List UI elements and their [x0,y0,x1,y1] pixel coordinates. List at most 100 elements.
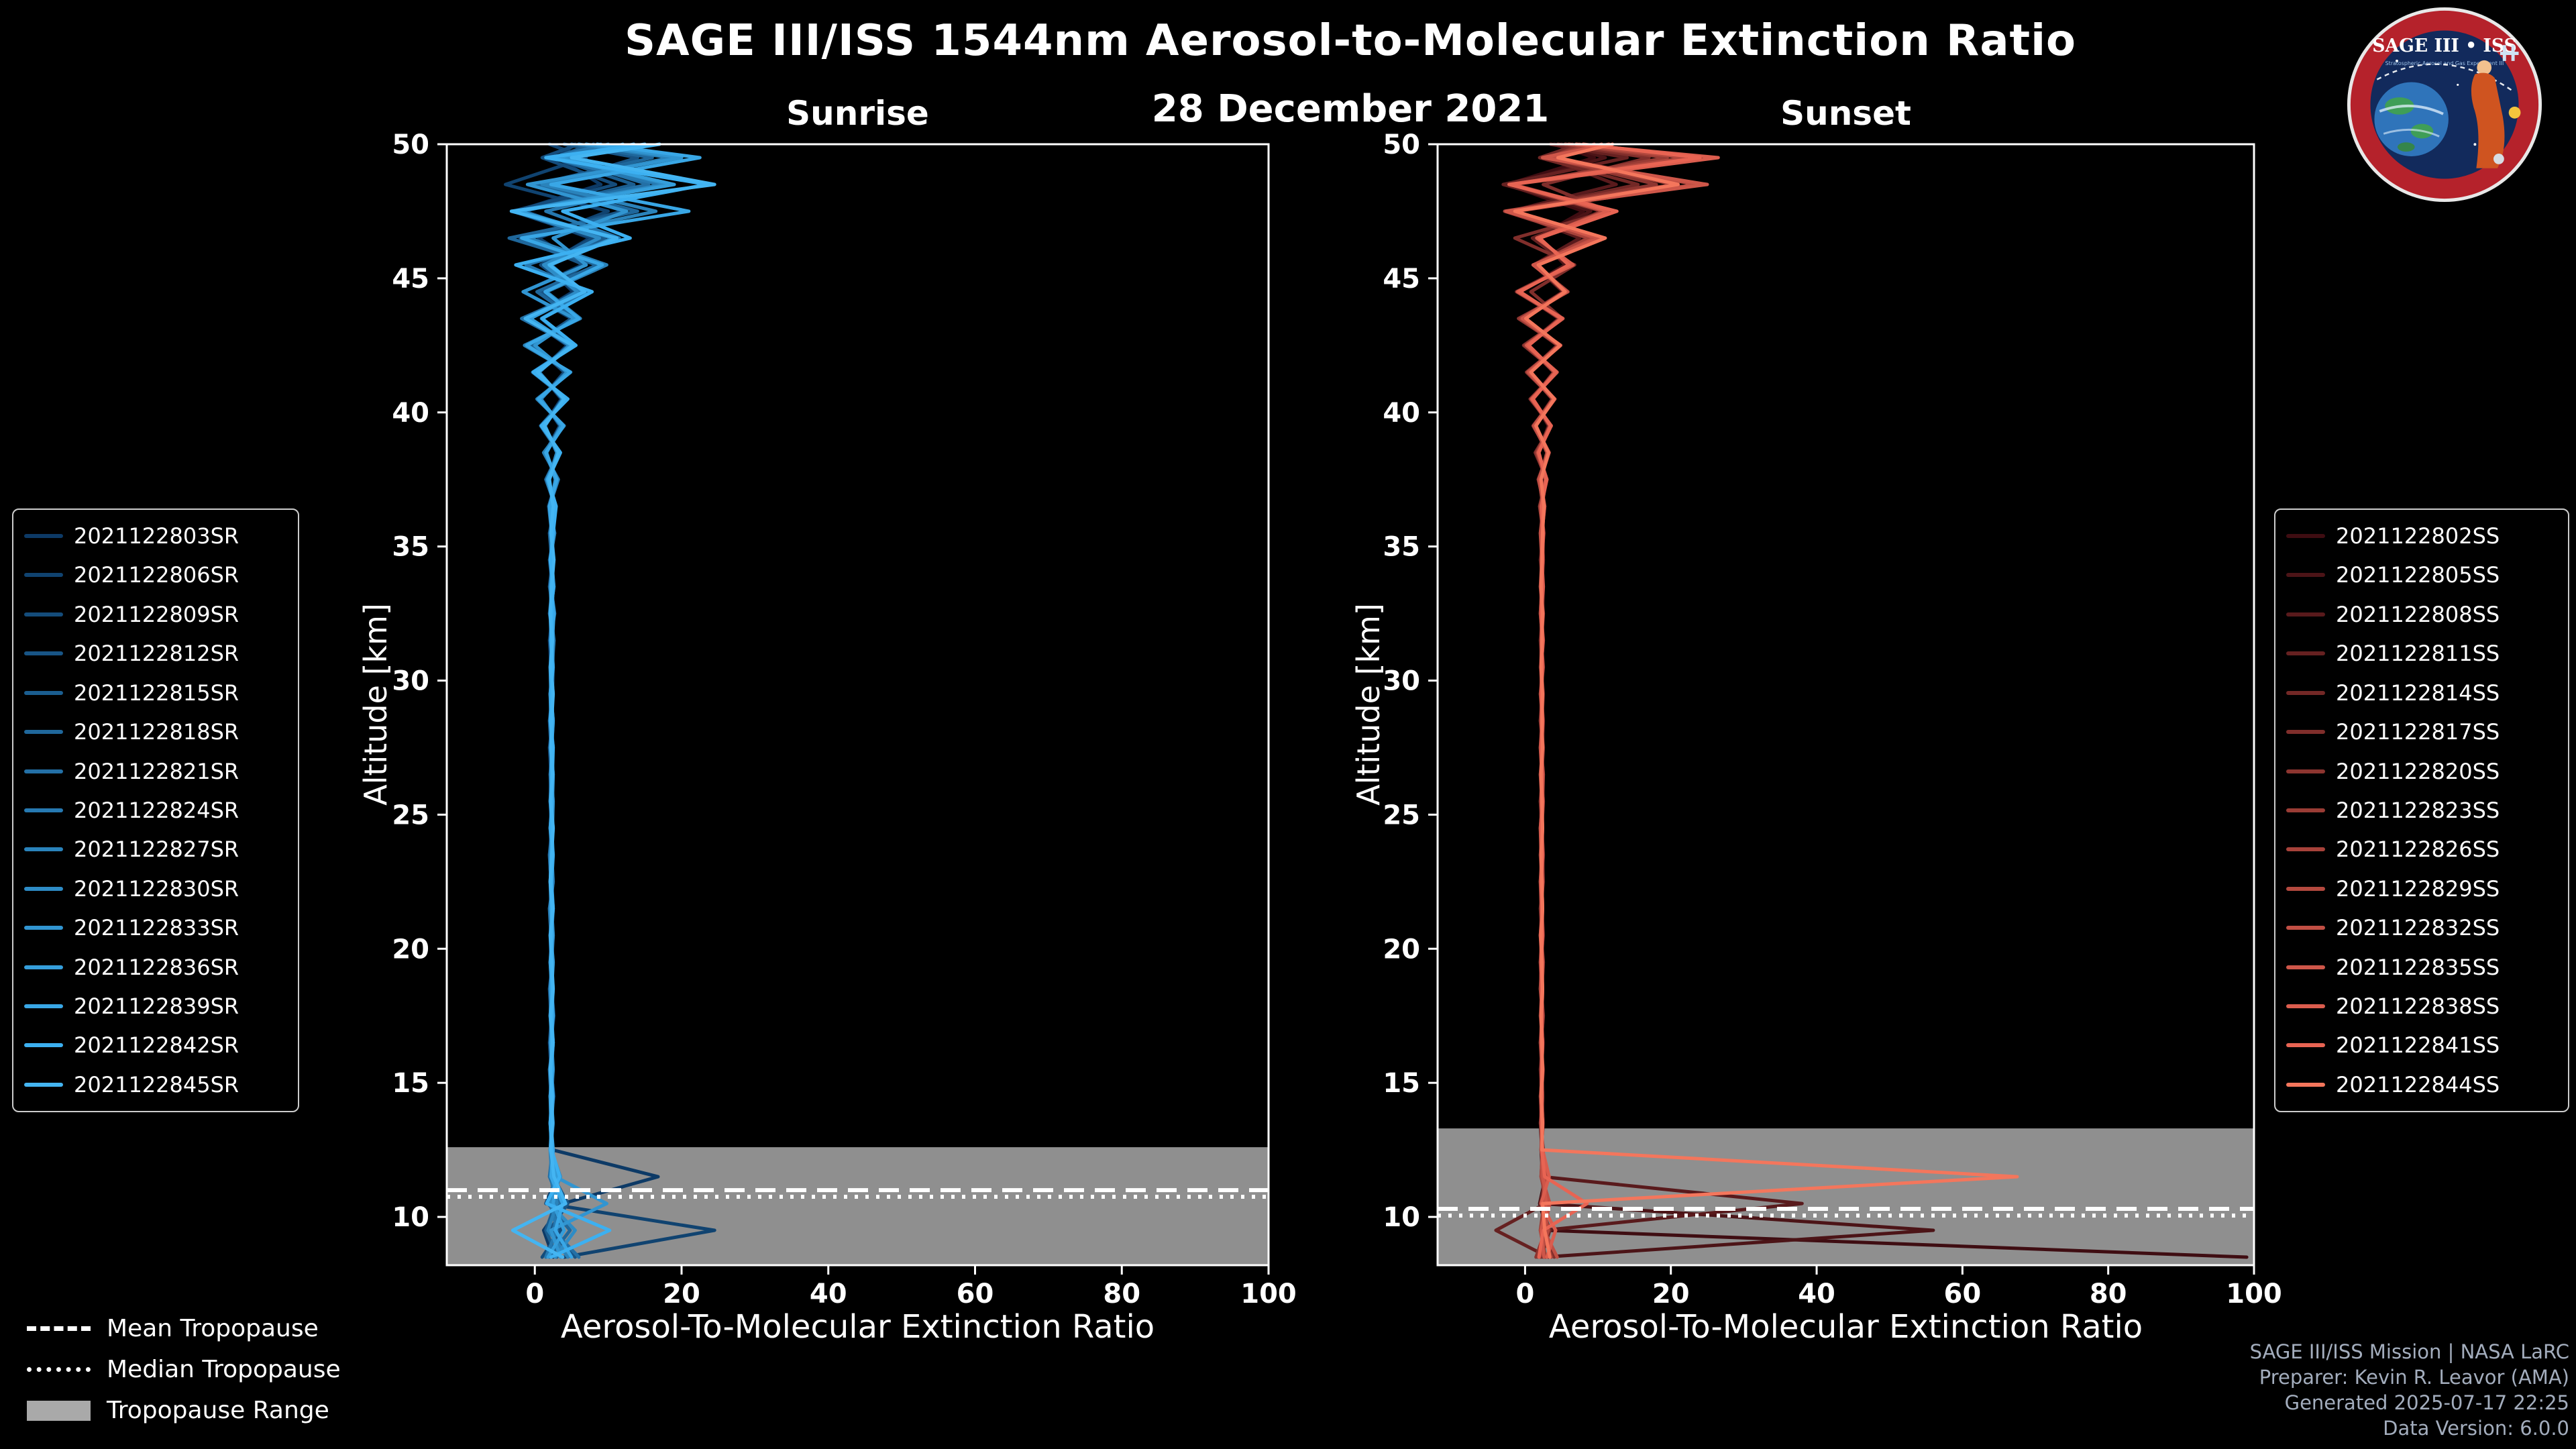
legend-label: 2021122845SR [74,1071,239,1097]
legend-label: 2021122836SR [74,954,239,980]
legend-label: 2021122841SS [2336,1032,2500,1059]
credits-block: SAGE III/ISS Mission | NASA LaRC Prepare… [2250,1339,2569,1441]
legend-label: 2021122809SR [74,601,239,627]
legend-item: 2021122845SR [24,1067,287,1103]
legend-line-swatch [24,886,63,891]
legend-item: 2021122802SS [2286,518,2557,554]
legend-label: 2021122823SS [2336,797,2500,823]
credit-mission: SAGE III/ISS Mission | NASA LaRC [2249,1340,2569,1363]
legend-item: 2021122835SS [2286,949,2557,985]
credit-preparer: Preparer: Kevin R. Leavor (AMA) [2259,1366,2569,1389]
tropopause-legend: Mean Tropopause Median Tropopause Tropop… [27,1315,341,1424]
legend-label: 2021122842SR [74,1032,239,1059]
figure-title: SAGE III/ISS 1544nm Aerosol-to-Molecular… [625,16,2076,66]
legend-line-swatch [2286,690,2325,695]
x-tick-label: 100 [2226,1279,2282,1309]
mean-tropopause-label: Mean Tropopause [107,1315,319,1342]
legend-line-swatch [2286,651,2325,656]
legend-label: 2021122824SR [74,797,239,823]
legend-line-swatch [24,612,63,616]
legend-line-swatch [24,1043,63,1048]
legend-line-swatch [2286,612,2325,616]
y-tick-label: 45 [1383,264,1420,294]
legend-item: 2021122827SR [24,831,287,867]
legend-item: 2021122823SS [2286,792,2557,828]
earth-cloud-graphic [2383,128,2440,138]
moon-graphic [2493,154,2504,164]
legend-label: 2021122812SR [74,641,239,667]
sunset-panel-title: Sunset [1780,94,1911,133]
iss-graphic [2500,45,2519,61]
y-tick-label: 25 [1383,800,1420,830]
y-tick-label: 30 [1383,666,1420,697]
plot-border [445,143,1270,1267]
mean-tropopause-legend-item: Mean Tropopause [27,1315,341,1342]
legend-item: 2021122809SR [24,596,287,633]
legend-item: 2021122808SS [2286,596,2557,633]
legend-label: 2021122827SR [74,837,239,863]
legend-line-swatch [24,534,63,538]
profile-line-2021122844SS [1513,142,2019,1259]
legend-item: 2021122815SR [24,675,287,711]
profile-line-2021122826SS [1503,142,1676,1259]
figure-date: 28 December 2021 [1151,87,1550,131]
legend-line-swatch [2286,534,2325,538]
legend-line-swatch [24,926,63,930]
legend-item: 2021122830SR [24,871,287,907]
x-axis-label-sunset: Aerosol-To-Molecular Extinction Ratio [1548,1308,2143,1346]
legend-line-swatch [2286,573,2325,578]
legend-item: 2021122841SS [2286,1027,2557,1063]
legend-label: 2021122838SS [2336,994,2500,1020]
y-tick-label: 10 [392,1202,429,1233]
legend-line-swatch [2286,965,2325,969]
y-axis-label-sunrise: Altitude [km] [358,603,394,806]
legend-label: 2021122839SR [74,994,239,1020]
legend-line-swatch [2286,886,2325,891]
profile-line-2021122818SR [507,142,654,1259]
legend-label: 2021122808SS [2336,601,2500,627]
legend-label: 2021122805SS [2336,562,2500,588]
robed-figure-graphic [2471,72,2505,168]
y-tick-label: 45 [392,264,429,294]
median-tropopause-legend-item: Median Tropopause [27,1356,341,1383]
y-tick-label: 50 [392,129,429,160]
legend-item: 2021122811SS [2286,635,2557,672]
figure-head-graphic [2477,60,2492,75]
legend-item: 2021122806SR [24,557,287,593]
earth-land-graphic [2397,142,2415,152]
star-icon [2457,83,2459,86]
legend-label: 2021122803SR [74,523,239,549]
star-icon [2395,59,2398,62]
earth-cloud-graphic [2379,104,2444,115]
tropopause-range-band [447,1147,1269,1265]
y-tick-label: 10 [1383,1202,1420,1233]
legend-line-swatch [24,769,63,773]
y-tick-label: 15 [392,1068,429,1099]
legend-label: 2021122817SS [2336,719,2500,745]
legend-line-swatch [2286,1043,2325,1048]
legend-label: 2021122820SS [2336,758,2500,784]
legend-item: 2021122839SR [24,988,287,1024]
legend-line-swatch [24,730,63,735]
legend-line-swatch [24,690,63,695]
legend-item: 2021122838SS [2286,988,2557,1024]
y-axis-label-sunset: Altitude [km] [1350,603,1387,806]
y-tick-label: 50 [1383,129,1420,160]
legend-item: 2021122833SR [24,910,287,946]
orbit-path-graphic [2376,63,2514,93]
legend-item: 2021122826SS [2286,831,2557,867]
legend-item: 2021122836SR [24,949,287,985]
legend-label: 2021122815SR [74,680,239,706]
sage-iss-logo: SAGE III • ISS Stratospheric Aerosol and… [2347,7,2542,203]
legend-item: 2021122817SS [2286,714,2557,750]
legend-item: 2021122842SR [24,1027,287,1063]
profile-line-2021122802SS [1505,142,2249,1259]
credit-data-version: Data Version: 6.0.0 [2383,1417,2569,1440]
legend-line-swatch [24,808,63,812]
legend-line-swatch [24,1082,63,1087]
y-tick-label: 40 [1383,398,1420,429]
logo-title: SAGE III • ISS [2372,36,2516,56]
sunset-plot-canvas: 0 20 40 60 80 100 10 15 20 25 30 35 40 45 50 [1383,129,2282,1309]
star-icon [2473,143,2477,146]
credit-generated: Generated 2025-07-17 22:25 [2284,1391,2569,1414]
